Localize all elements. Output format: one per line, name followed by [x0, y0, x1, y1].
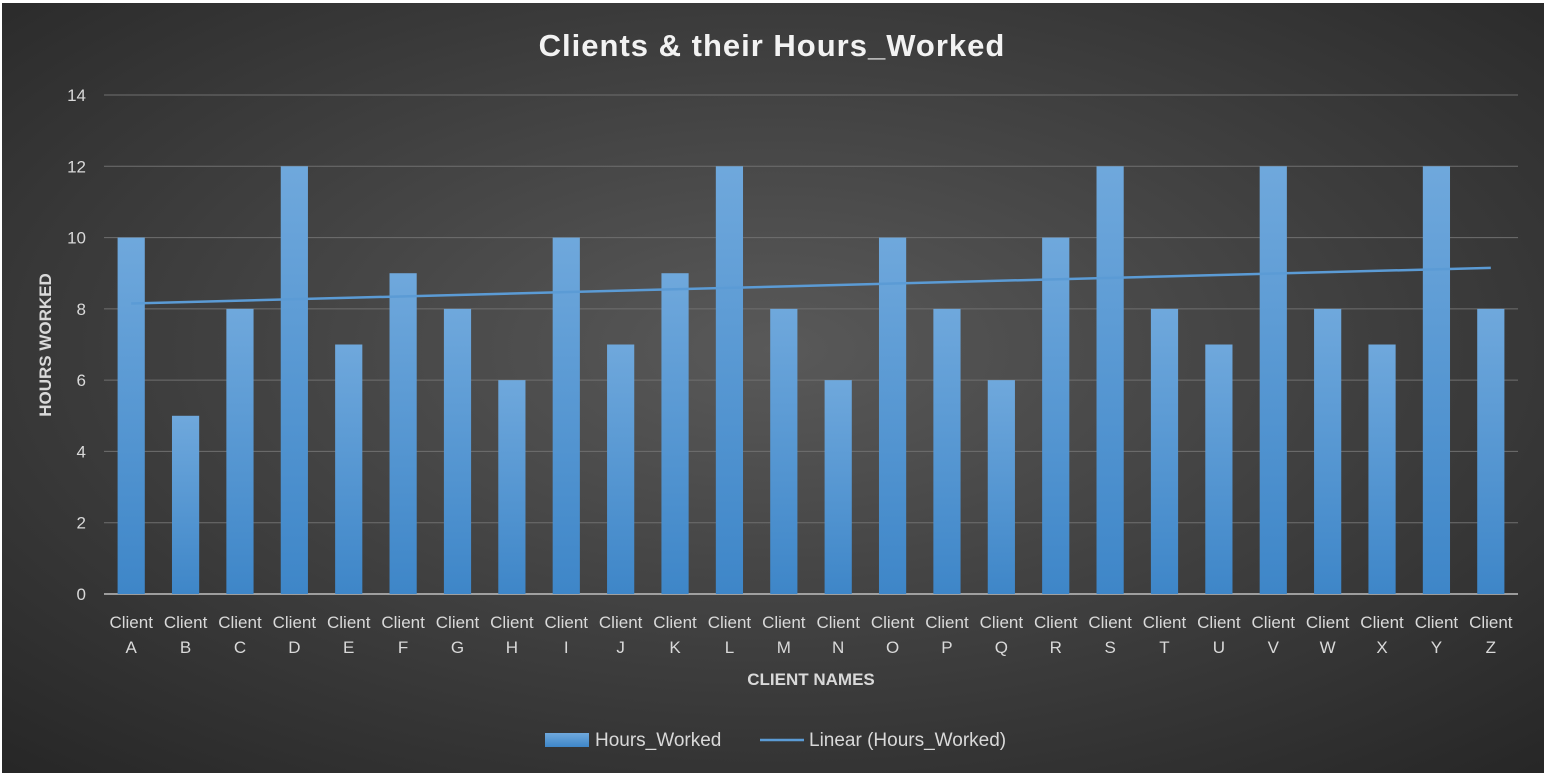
legend-label-series: Hours_Worked	[595, 730, 721, 751]
x-tick-label: Client T	[1143, 613, 1187, 657]
x-tick-label: Client X	[1360, 613, 1404, 657]
x-tick-label: Client S	[1088, 613, 1132, 657]
bar	[171, 415, 200, 594]
y-axis-title: HOURS WORKED	[36, 273, 55, 417]
y-tick-label: 2	[77, 514, 86, 533]
y-tick-label: 6	[77, 371, 86, 390]
bar	[1259, 166, 1287, 595]
x-tick-label: Client A	[109, 613, 153, 657]
y-tick-label: 14	[67, 86, 86, 105]
legend: Hours_Worked Linear (Hours_Worked)	[545, 730, 1006, 751]
x-tick-label: Client H	[490, 613, 534, 657]
bar	[1422, 166, 1451, 595]
x-tick-label: Client C	[218, 613, 262, 657]
y-tick-label: 4	[77, 442, 86, 461]
bar	[770, 308, 798, 594]
bar	[987, 380, 1015, 594]
bar	[335, 344, 363, 594]
x-tick-label: Client Y	[1415, 613, 1459, 657]
bar	[1205, 344, 1233, 594]
bar	[933, 308, 961, 594]
x-tick-label: Client Q	[980, 613, 1024, 657]
legend-label-trendline: Linear (Hours_Worked)	[809, 730, 1006, 751]
x-tick-label: Client G	[436, 613, 480, 657]
x-tick-label: Client J	[599, 613, 643, 657]
x-axis-title: CLIENT NAMES	[747, 670, 875, 689]
x-tick-label: Client B	[164, 613, 208, 657]
x-tick-label: Client N	[816, 613, 860, 657]
bar	[824, 380, 852, 594]
x-tick-label: Client E	[327, 613, 371, 657]
bar	[661, 273, 689, 594]
bar	[280, 166, 308, 595]
x-tick-label: Client P	[925, 613, 969, 657]
chart-title: Clients & their Hours_Worked	[539, 28, 1006, 63]
bar	[715, 166, 744, 595]
x-tick-label: Client D	[273, 613, 317, 657]
bar	[1368, 344, 1396, 594]
bar	[1096, 166, 1124, 595]
x-tick-label: Client W	[1306, 613, 1350, 657]
bar	[878, 237, 907, 595]
x-tick-label: Client V	[1252, 613, 1296, 657]
bar	[117, 237, 145, 595]
bar	[1042, 237, 1070, 595]
bar	[498, 380, 526, 594]
x-tick-label: Client L	[708, 613, 752, 657]
bar	[1477, 308, 1505, 594]
x-tick-label: Client M	[762, 613, 806, 657]
legend-swatch-bar	[545, 733, 589, 747]
x-tick-label: Client Z	[1469, 613, 1513, 657]
x-tick-label: Client F	[381, 613, 425, 657]
bar	[607, 344, 635, 594]
bar	[226, 308, 254, 594]
x-tick-label: Client U	[1197, 613, 1241, 657]
y-tick-label: 0	[77, 585, 86, 604]
y-tick-label: 10	[67, 229, 86, 248]
y-tick-label: 12	[67, 157, 86, 176]
trendline	[131, 266, 1491, 305]
x-tick-label: Client O	[871, 613, 915, 657]
bar	[1150, 308, 1179, 594]
x-tick-label: Client I	[545, 613, 589, 657]
bar	[552, 237, 580, 595]
y-tick-label: 8	[77, 300, 86, 319]
x-tick-label: Client K	[653, 613, 697, 657]
bar	[1314, 308, 1342, 594]
x-tick-label: Client R	[1034, 613, 1078, 657]
bar	[389, 273, 417, 594]
bar	[443, 308, 472, 594]
